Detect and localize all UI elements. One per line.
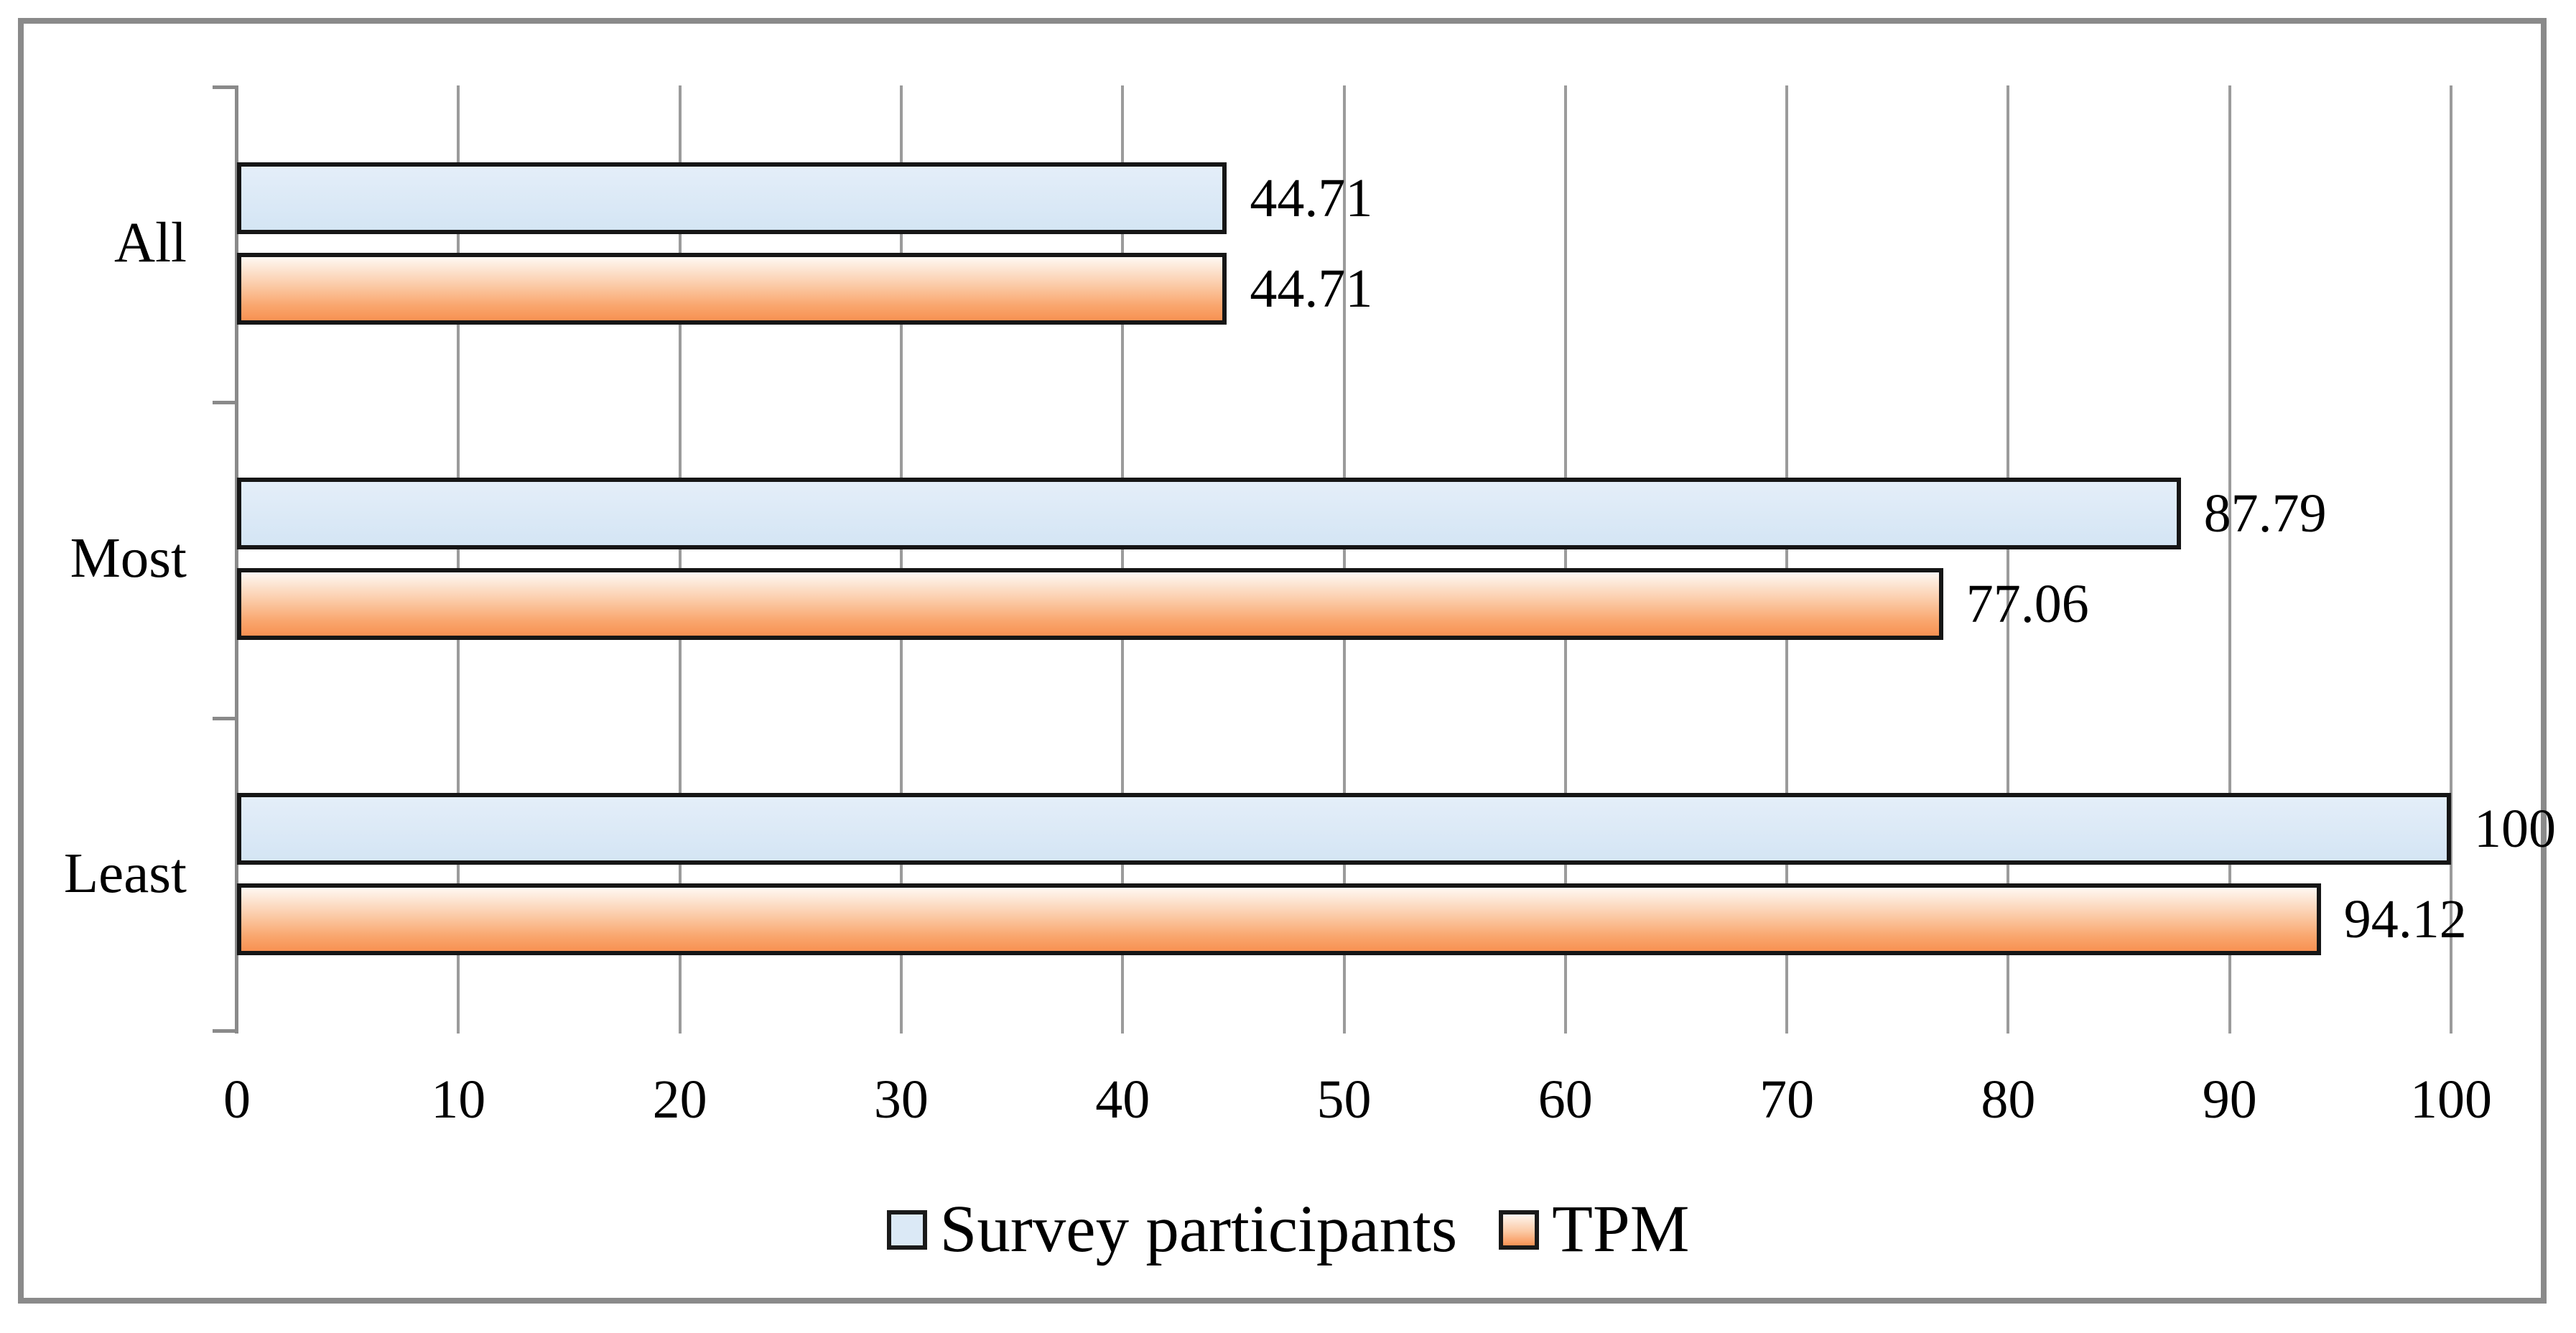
gridline-60 — [1563, 85, 1567, 1034]
x-tick-label-90: 90 — [2202, 1069, 2257, 1130]
x-tick-label-70: 70 — [1759, 1069, 1815, 1130]
x-tick-label-30: 30 — [873, 1069, 929, 1130]
legend-swatch-tpm-icon — [1499, 1209, 1540, 1250]
x-tick-label-80: 80 — [1981, 1069, 2036, 1130]
gridline-70 — [1785, 85, 1789, 1034]
bar-value-label: 44.71 — [1250, 258, 1373, 319]
x-tick-label-60: 60 — [1538, 1069, 1593, 1130]
category-label-least: Least — [63, 842, 187, 906]
bar-value-label: 77.06 — [1966, 574, 2089, 634]
y-axis-tick — [213, 717, 236, 720]
gridline-100 — [2450, 85, 2452, 1034]
x-tick-label-50: 50 — [1316, 1069, 1372, 1130]
legend: Survey participants TPM — [24, 1194, 2552, 1265]
x-tick-label-0: 0 — [223, 1069, 251, 1130]
gridline-80 — [2007, 85, 2010, 1034]
gridline-20 — [678, 85, 682, 1034]
legend-swatch-survey-participants-icon — [886, 1209, 927, 1250]
tpm-bar-most — [237, 568, 1943, 640]
survey-participants-bar-most — [237, 478, 2181, 549]
x-tick-label-20: 20 — [652, 1069, 707, 1130]
plot-area: 0 10 20 30 40 50 60 70 80 90 100 All 44.71 44.71 Most 8… — [64, 85, 2556, 1128]
gridline-10 — [457, 85, 460, 1034]
tpm-bar-least — [237, 883, 2321, 956]
category-label-all: All — [114, 211, 187, 274]
bar-value-label: 94.12 — [2343, 889, 2467, 950]
gridline-40 — [1121, 85, 1125, 1034]
gridline-50 — [1342, 85, 1346, 1034]
legend-label-tpm: TPM — [1552, 1192, 1690, 1266]
y-axis — [235, 85, 238, 1034]
legend-label-survey-participants: Survey participants — [939, 1192, 1458, 1266]
gridline-90 — [2228, 85, 2231, 1034]
x-tick-label-40: 40 — [1095, 1069, 1150, 1130]
bar-value-label: 87.79 — [2203, 483, 2327, 544]
x-tick-label-100: 100 — [2410, 1069, 2492, 1130]
bar-value-label: 44.71 — [1250, 167, 1373, 228]
y-axis-tick — [213, 1029, 236, 1033]
tpm-bar-all — [237, 252, 1227, 325]
legend-item-survey-participants: Survey participants — [886, 1192, 1458, 1266]
category-label-most: Most — [70, 527, 187, 590]
bar-value-label: 100 — [2474, 799, 2556, 860]
gridline-30 — [899, 85, 903, 1034]
survey-participants-bar-all — [237, 162, 1227, 234]
legend-item-tpm: TPM — [1499, 1194, 1689, 1265]
y-axis-tick — [213, 85, 236, 89]
survey-participants-bar-least — [237, 793, 2451, 865]
y-axis-tick — [213, 401, 236, 404]
x-tick-label-10: 10 — [431, 1069, 486, 1130]
